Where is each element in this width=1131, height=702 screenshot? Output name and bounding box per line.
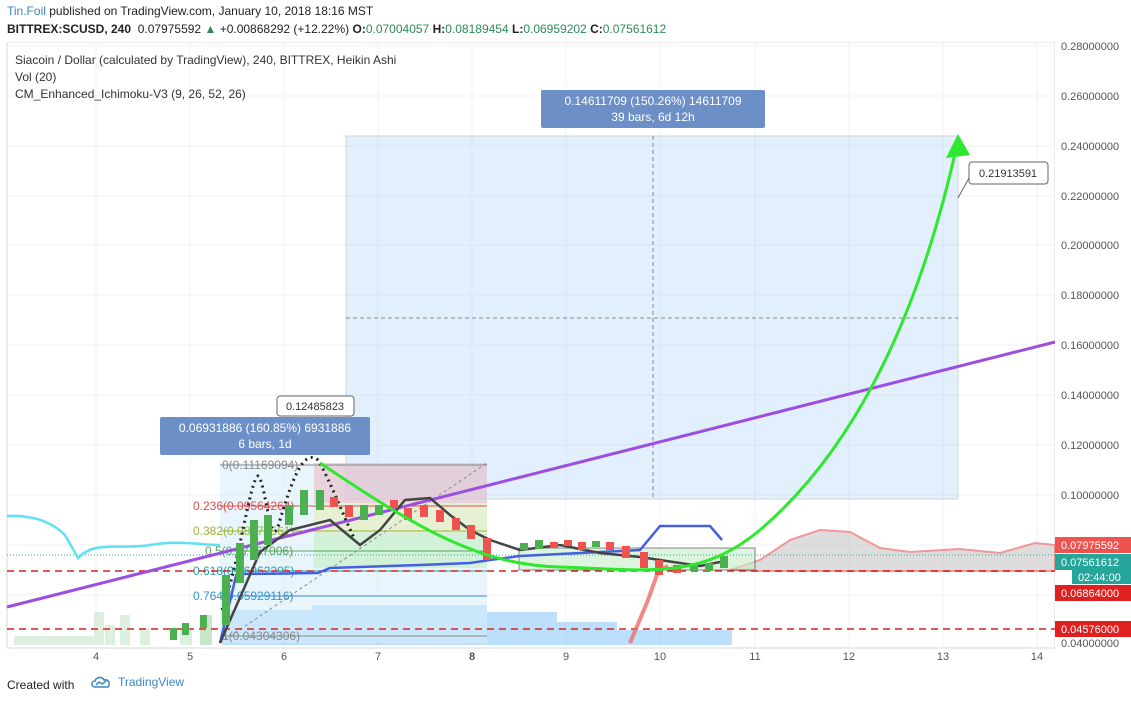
svg-text:8: 8 <box>469 651 475 663</box>
footer: Created with TradingView <box>0 666 1131 702</box>
svg-text:0.24000000: 0.24000000 <box>1061 141 1119 153</box>
svg-text:9: 9 <box>563 651 569 663</box>
svg-text:7: 7 <box>375 651 381 663</box>
trend-line[interactable] <box>6 340 1056 609</box>
close-value: 0.07561612 <box>602 22 667 36</box>
svg-text:0.26000000: 0.26000000 <box>1061 91 1119 103</box>
svg-text:02:44:00: 02:44:00 <box>1078 572 1121 584</box>
chart-header: Tin.Foil published on TradingView.com, J… <box>0 0 1131 42</box>
svg-text:6: 6 <box>281 651 287 663</box>
ichimoku-legend[interactable]: CM_Enhanced_Ichimoku-V3 (9, 26, 52, 26) <box>15 87 246 101</box>
chart-area[interactable]: 0(0.11169094) 0.236(0.09564264) 0.382(0.… <box>0 41 1131 666</box>
symbol-name[interactable]: BITTREX:SCUSD, 240 <box>7 22 132 36</box>
tradingview-cloud-icon <box>91 676 110 688</box>
projected-path[interactable] <box>319 139 960 572</box>
candles <box>170 490 728 640</box>
price-change: +0.00868292 (+12.22%) <box>219 22 350 36</box>
measure-callout-small[interactable] <box>160 417 370 455</box>
svg-text:0.28000000: 0.28000000 <box>1061 42 1119 53</box>
measure-small-value: 0.06931886 (160.85%) 6931886 <box>179 421 351 435</box>
publish-line: Tin.Foil published on TradingView.com, J… <box>7 4 373 18</box>
measure-large-bars: 39 bars, 6d 12h <box>611 110 694 124</box>
svg-text:1(0.04304306): 1(0.04304306) <box>222 629 300 643</box>
target-price-label: 0.21913591 <box>979 168 1037 180</box>
created-with-text: Created with <box>7 678 75 692</box>
svg-text:0.06864000: 0.06864000 <box>1061 588 1119 600</box>
svg-text:0.20000000: 0.20000000 <box>1061 240 1119 252</box>
svg-text:11: 11 <box>749 651 760 663</box>
svg-text:12: 12 <box>843 651 855 663</box>
svg-text:5: 5 <box>187 651 193 663</box>
svg-text:10: 10 <box>654 651 666 663</box>
high-value: 0.08189454 <box>445 22 509 36</box>
chart-legend: Siacoin / Dollar (calculated by TradingV… <box>15 52 396 103</box>
svg-text:0.14000000: 0.14000000 <box>1061 390 1119 402</box>
time-axis[interactable]: 4 5 6 7 8 9 10 11 12 13 14 <box>93 651 1043 663</box>
svg-text:0.764(0.05929116): 0.764(0.05929116) <box>193 589 294 603</box>
fib-zone-red <box>314 463 487 503</box>
svg-text:14: 14 <box>1031 651 1043 663</box>
volume-legend[interactable]: Vol (20) <box>15 70 57 84</box>
close-label: C: <box>590 22 603 36</box>
projected-arrowhead-icon <box>946 134 970 158</box>
svg-text:0.16000000: 0.16000000 <box>1061 340 1119 352</box>
svg-text:0.07975592: 0.07975592 <box>1061 540 1119 552</box>
measure-large-value: 0.14611709 (150.26%) 14611709 <box>564 94 741 108</box>
low-value: 0.06959202 <box>523 22 587 36</box>
small-target-label: 0.12485823 <box>286 401 344 413</box>
lagging-span-line <box>6 514 221 561</box>
svg-text:4: 4 <box>93 651 99 663</box>
last-price: 0.07975592 <box>137 22 202 36</box>
svg-text:0(0.11169094): 0(0.11169094) <box>222 458 298 472</box>
small-target-callout[interactable] <box>276 395 355 417</box>
publish-info: published on TradingView.com, January 10… <box>49 4 374 18</box>
chart-canvas[interactable]: 0(0.11169094) 0.236(0.09564264) 0.382(0.… <box>0 41 1131 666</box>
symbol-line: BITTREX:SCUSD, 240 0.07975592 ▲ +0.00868… <box>7 22 666 36</box>
tradingview-brand: TradingView <box>118 675 185 689</box>
series-title[interactable]: Siacoin / Dollar (calculated by TradingV… <box>15 53 397 67</box>
svg-text:0.04000000: 0.04000000 <box>1061 638 1119 650</box>
svg-text:0.07561612: 0.07561612 <box>1061 557 1119 569</box>
price-markers: 0.07975592 0.07561612 02:44:00 0.0686400… <box>1055 537 1131 637</box>
high-label: H: <box>432 22 446 36</box>
target-callout-pointer <box>957 177 970 199</box>
svg-text:0.04576000: 0.04576000 <box>1061 624 1119 636</box>
open-value: 0.07004057 <box>365 22 430 36</box>
author-link[interactable]: Tin.Foil <box>7 4 46 18</box>
open-label: O: <box>352 22 366 36</box>
svg-text:13: 13 <box>937 651 949 663</box>
low-label: L: <box>512 22 524 36</box>
base-line <box>218 524 723 644</box>
svg-text:0.236(0.09564264): 0.236(0.09564264) <box>193 499 294 513</box>
svg-text:0.22000000: 0.22000000 <box>1061 191 1119 203</box>
conversion-line <box>218 496 721 644</box>
target-price-callout[interactable] <box>968 161 1049 185</box>
svg-text:0.18000000: 0.18000000 <box>1061 290 1119 302</box>
svg-text:0.10000000: 0.10000000 <box>1061 490 1119 502</box>
tradingview-link[interactable]: TradingView <box>90 675 184 689</box>
ichimoku-cloud <box>729 528 1056 572</box>
measure-small-bars: 6 bars, 1d <box>238 437 291 451</box>
up-arrow-icon: ▲ <box>204 22 217 36</box>
measure-callout-large[interactable] <box>541 90 765 128</box>
svg-text:0.12000000: 0.12000000 <box>1061 440 1119 452</box>
